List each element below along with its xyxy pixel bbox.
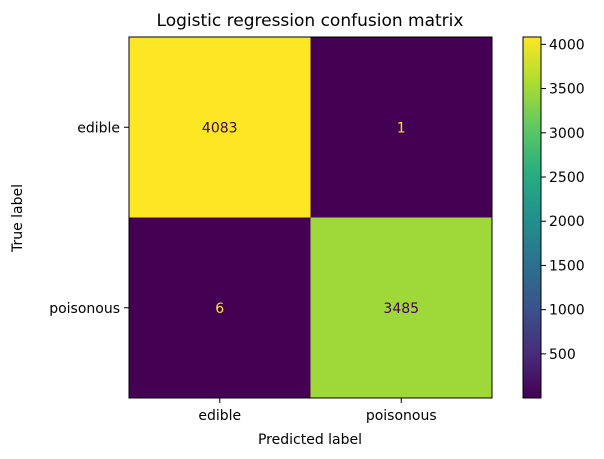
- matrix-cell-value: 1: [397, 120, 406, 136]
- matrix-cell: [310, 37, 492, 218]
- chart-title: Logistic regression confusion matrix: [157, 11, 464, 31]
- matrix-cell-value: 6: [215, 301, 224, 317]
- matrix-cell: [129, 217, 311, 398]
- x-axis-ticks: edible poisonous: [198, 398, 437, 424]
- colorbar-tick-label: 500: [549, 347, 576, 363]
- matrix-cell-labels: 4083 1 6 3485: [202, 120, 419, 317]
- matrix-cell: [310, 217, 492, 398]
- matrix-cell-value: 3485: [383, 301, 419, 317]
- colorbar-tick-label: 1000: [549, 303, 585, 319]
- y-axis-label: True label: [10, 184, 26, 253]
- colorbar-tick-label: 2000: [549, 214, 585, 230]
- colorbar-tick-label: 2500: [549, 170, 585, 186]
- matrix-cell: [129, 37, 311, 218]
- colorbar-tick-label: 3000: [549, 126, 585, 142]
- matrix-cells: [129, 37, 492, 398]
- x-tick-label: poisonous: [366, 408, 437, 424]
- y-tick-label: edible: [77, 120, 120, 136]
- x-axis-label: Predicted label: [258, 432, 362, 448]
- y-tick-label: poisonous: [49, 301, 120, 317]
- colorbar-tick-label: 4000: [549, 37, 585, 53]
- colorbar-tick-label: 1500: [549, 258, 585, 274]
- colorbar: [522, 36, 542, 399]
- y-axis-ticks: edible poisonous: [49, 120, 129, 317]
- x-tick-label: edible: [198, 408, 241, 424]
- matrix-cell-value: 4083: [202, 120, 238, 136]
- colorbar-ticks: 500 1000 1500 2000 2500 3000 3500 4000: [541, 37, 585, 363]
- matrix-frame: [128, 36, 493, 399]
- colorbar-tick-label: 3500: [549, 82, 585, 98]
